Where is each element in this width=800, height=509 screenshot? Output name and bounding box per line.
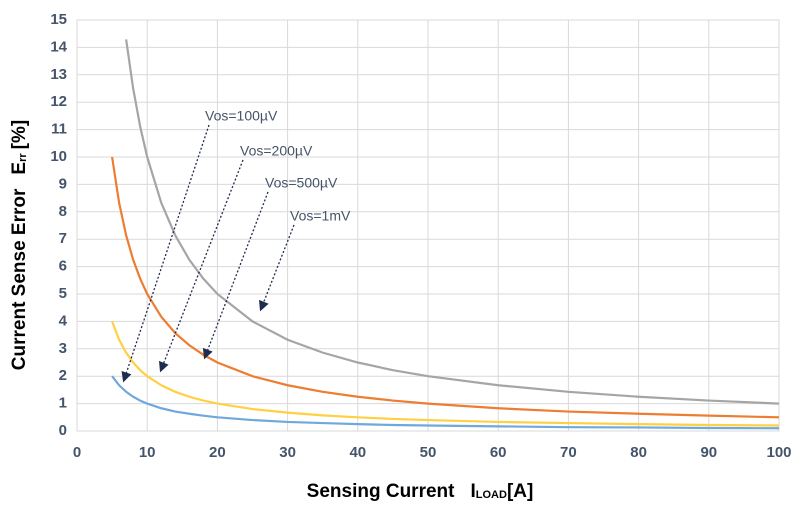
annotation: Vos=200µV: [240, 143, 313, 159]
y-tick-label: 7: [59, 230, 67, 247]
x-axis-label: Sensing Current ILOAD[A]: [307, 481, 534, 502]
y-tick-label: 4: [59, 312, 68, 329]
y-tick-label: 8: [59, 203, 67, 220]
x-tick-label: 50: [420, 444, 437, 461]
y-label-subscript: rr: [17, 153, 29, 162]
y-tick-label: 12: [50, 93, 67, 110]
series-line: [111, 375, 780, 430]
y-tick-label: 13: [50, 66, 67, 83]
x-tick-label: 30: [279, 444, 296, 461]
annotation-arrow: [121, 124, 210, 383]
x-tick-label: 20: [209, 444, 226, 461]
x-tick-label: 40: [349, 444, 366, 461]
y-tick-label: 11: [51, 121, 67, 138]
x-tick-label: 70: [560, 444, 577, 461]
plot-border: [76, 19, 780, 432]
annotation-arrow: [202, 191, 269, 360]
series-line: [111, 321, 780, 427]
y-tick-label: 15: [50, 11, 67, 28]
x-tick-label: 100: [766, 444, 791, 461]
x-label-subscript: LOAD: [476, 489, 507, 501]
y-label-unit: [%]: [9, 120, 30, 150]
series-line: [125, 39, 780, 405]
y-tick-label: 2: [59, 367, 67, 384]
y-tick-label: 3: [59, 340, 67, 357]
y-tick-label: 9: [59, 175, 67, 192]
x-tick-label: 80: [630, 444, 647, 461]
y-tick-label: 1: [59, 395, 67, 412]
x-label-symbol: I: [470, 481, 475, 502]
annotation: Vos=500µV: [265, 175, 338, 191]
annotation: Vos=1mV: [290, 208, 351, 224]
annotation-arrow: [259, 224, 295, 312]
y-tick-label: 6: [59, 258, 67, 275]
x-tick-label: 90: [700, 444, 717, 461]
x-tick-label: 60: [490, 444, 507, 461]
annotation-arrow: [158, 159, 244, 373]
y-tick-label: 0: [59, 422, 67, 439]
y-label-symbol: E: [9, 162, 30, 175]
x-tick-label: 0: [73, 444, 81, 461]
x-tick-label: 10: [139, 444, 156, 461]
x-label-text: Sensing Current: [307, 481, 455, 502]
y-label-text: Current Sense Error: [9, 188, 30, 370]
y-tick-label: 5: [59, 285, 67, 302]
x-label-unit: [A]: [507, 481, 533, 502]
y-axis-label: Current Sense Error Err [%]: [9, 120, 30, 370]
series-line: [111, 156, 780, 419]
y-tick-label: 10: [50, 148, 67, 165]
y-tick-label: 14: [50, 38, 67, 55]
annotation: Vos=100µV: [205, 108, 278, 124]
